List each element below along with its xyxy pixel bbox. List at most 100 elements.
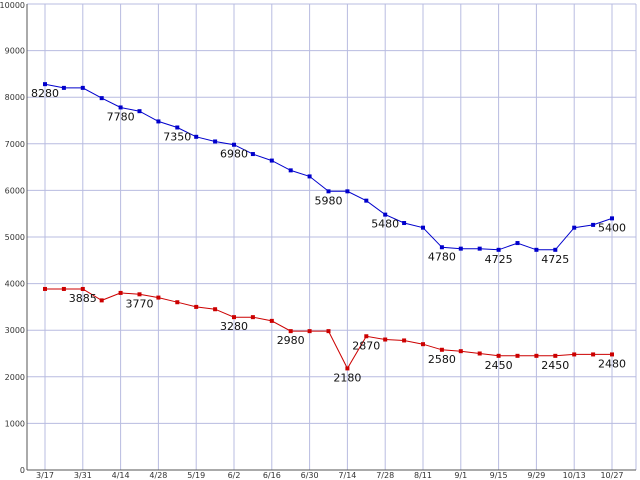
data-label: 4725 [485, 253, 513, 266]
data-point [232, 142, 236, 147]
data-point [383, 212, 388, 217]
x-tick-label: 10/27 [600, 471, 623, 480]
data-point [421, 225, 425, 230]
data-point [364, 198, 369, 203]
data-point [534, 353, 539, 358]
data-point [307, 329, 312, 334]
y-axis-ticks: 0 1000 2000 3000 4000 5000 6000 7000 8000 9000 100… [0, 1, 25, 475]
x-tick-label: 3/17 [36, 471, 54, 480]
data-point [250, 315, 255, 320]
grid-lines [27, 3, 637, 470]
data-label: 3770 [126, 297, 154, 310]
data-point [496, 247, 501, 252]
data-point [288, 168, 293, 173]
data-point [572, 352, 577, 357]
data-point [553, 247, 558, 252]
data-label: 6980 [220, 148, 248, 161]
x-axis-ticks: 3/17 3/31 4/14 4/28 5/19 6/2 6/16 6/30 7/14 7/28 8… [36, 471, 624, 480]
data-point [326, 329, 331, 334]
data-label: 2580 [428, 353, 456, 366]
series-2: 3885 3770 3280 2980 2180 2870 2580 2450 2450 2480 [43, 286, 626, 384]
data-label: 3280 [220, 320, 248, 333]
data-point [194, 134, 199, 139]
data-point [156, 119, 161, 124]
data-label: 5400 [598, 221, 626, 234]
data-label: 2480 [598, 357, 626, 370]
x-tick-label: 6/16 [263, 471, 281, 480]
data-point [99, 298, 104, 303]
data-point [80, 85, 85, 90]
data-point [402, 221, 407, 226]
y-tick-label: 1000 [5, 419, 25, 428]
data-point [194, 304, 199, 309]
x-tick-label: 8/11 [414, 471, 432, 480]
data-point [326, 189, 331, 194]
x-tick-label: 6/2 [228, 471, 241, 480]
data-point [269, 318, 274, 323]
x-tick-label: 4/28 [149, 471, 167, 480]
y-tick-label: 4000 [5, 280, 25, 289]
data-point [458, 349, 463, 354]
y-tick-label: 8000 [5, 93, 25, 102]
data-point [232, 315, 236, 320]
data-point [61, 85, 66, 90]
data-label: 7350 [163, 130, 191, 143]
data-point [213, 139, 218, 144]
data-point [80, 286, 85, 291]
data-point [534, 247, 539, 252]
data-point [591, 222, 596, 227]
series-1: 8280 7780 7350 6980 5980 5480 4780 4725 4725 5400 [31, 82, 626, 266]
data-label: 3885 [69, 292, 97, 305]
y-tick-label: 7000 [5, 140, 25, 149]
data-point [496, 353, 501, 358]
data-point [345, 366, 350, 371]
x-tick-label: 6/30 [301, 471, 319, 480]
data-label: 8280 [31, 87, 59, 100]
y-tick-label: 9000 [5, 47, 25, 56]
data-point [345, 189, 350, 194]
data-label: 4780 [428, 250, 456, 263]
x-tick-label: 10/13 [563, 471, 586, 480]
data-label: 7780 [107, 110, 135, 123]
data-label: 5980 [315, 194, 343, 207]
data-point [572, 225, 577, 230]
data-point [383, 337, 388, 342]
x-tick-label: 7/14 [338, 471, 356, 480]
data-point [61, 286, 66, 291]
data-point [175, 125, 180, 130]
y-tick-label: 3000 [5, 326, 25, 335]
data-label: 2980 [277, 334, 305, 347]
series-group: 8280 7780 7350 6980 5980 5480 4780 4725 4725 5400… [31, 82, 626, 384]
data-point [118, 290, 123, 295]
data-point [515, 241, 520, 246]
data-point [307, 174, 312, 179]
x-tick-label: 4/14 [112, 471, 130, 480]
x-tick-label: 9/29 [527, 471, 545, 480]
data-point [553, 353, 558, 358]
data-point [439, 347, 444, 352]
x-tick-label: 5/19 [187, 471, 205, 480]
axes [26, 4, 636, 471]
data-point [269, 158, 274, 163]
y-tick-label: 2000 [5, 373, 25, 382]
data-label: 4725 [541, 253, 569, 266]
x-tick-label: 3/31 [74, 471, 92, 480]
data-point [118, 105, 123, 110]
data-point [458, 246, 463, 251]
y-tick-label: 0 [20, 466, 25, 475]
data-point [591, 352, 596, 357]
data-point [213, 307, 218, 312]
y-tick-label: 5000 [5, 233, 25, 242]
data-point [515, 353, 520, 358]
x-tick-label: 9/15 [490, 471, 508, 480]
data-point [610, 216, 614, 221]
y-tick-label: 6000 [5, 186, 25, 195]
data-label: 2450 [541, 359, 569, 372]
data-label: 5480 [371, 218, 399, 231]
data-point [175, 300, 180, 305]
data-point [477, 246, 482, 251]
data-point [439, 245, 444, 250]
x-tick-label: 7/28 [376, 471, 394, 480]
data-point [156, 295, 161, 300]
